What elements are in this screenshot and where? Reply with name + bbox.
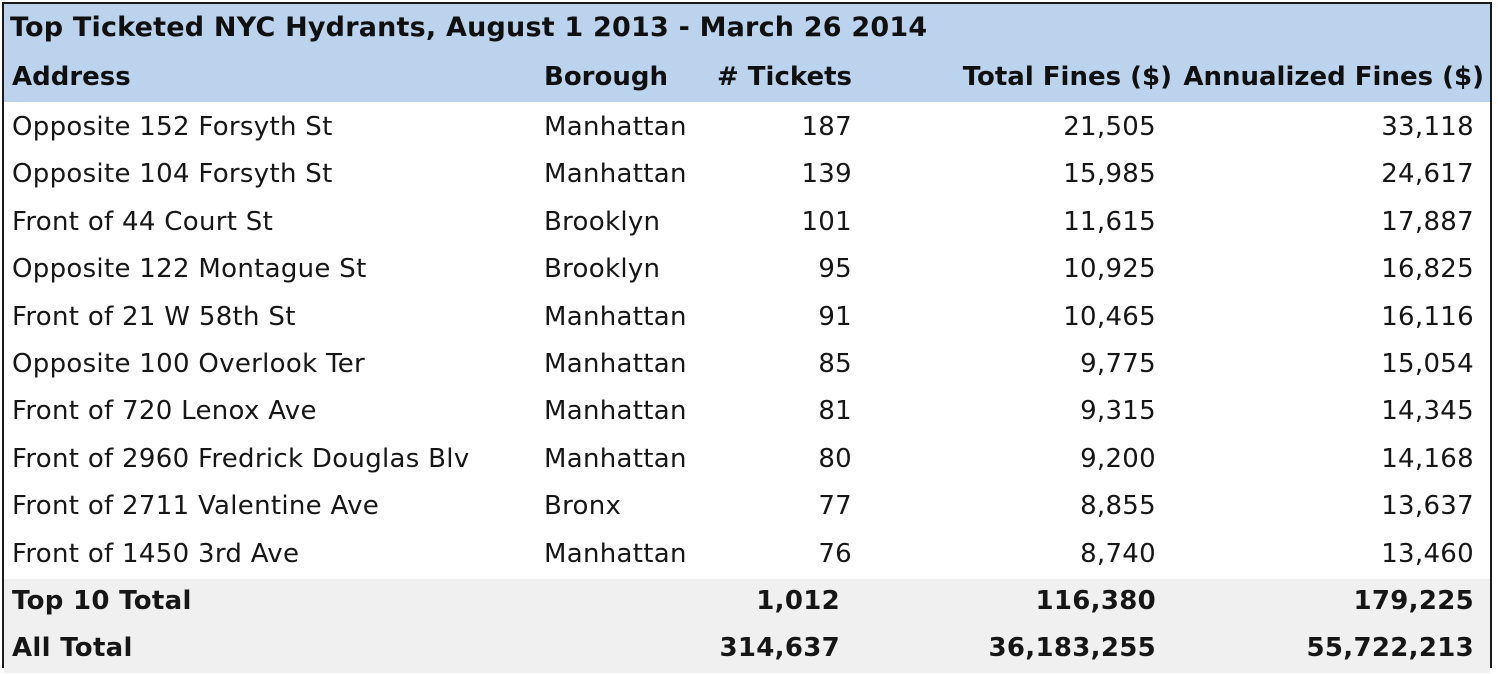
table-row: Opposite 122 Montague St Brooklyn 95 10,925… [4,247,1490,294]
column-header-tickets: # Tickets [716,62,852,92]
table-header-band: Top Ticketed NYC Hydrants, August 1 2013… [4,4,1490,102]
borough-cell: Brooklyn [544,206,661,237]
total-row: All Total 314,637 36,183,255 55,722,213 [4,626,1490,674]
annualized-fines-cell: 33,118 [1381,112,1474,142]
address-cell: Opposite 100 Overlook Ter [12,349,366,379]
tickets-cell: 187 [801,112,852,142]
table-row: Front of 21 W 58th St Manhattan 91 10,465 16… [4,295,1490,342]
table-title: Top Ticketed NYC Hydrants, August 1 2013… [10,12,928,43]
borough-cell: Manhattan [544,301,687,332]
address-cell: Front of 1450 3rd Ave [12,538,300,569]
borough-cell: Manhattan [544,443,687,474]
borough-cell: Manhattan [544,349,687,379]
column-header-address: Address [12,62,131,92]
borough-cell: Manhattan [544,112,687,142]
address-cell: Opposite 152 Forsyth St [12,112,333,142]
column-header-annualized-fines: Annualized Fines ($) [1183,62,1484,92]
annualized-fines-cell: 16,116 [1381,301,1474,332]
borough-cell: Manhattan [544,159,687,190]
table-row: Opposite 152 Forsyth St Manhattan 187 21,50… [4,105,1490,152]
column-header-borough: Borough [544,62,668,92]
total-fines-cell: 15,985 [1063,159,1156,190]
total-tickets-cell: 1,012 [756,586,840,616]
total-fines-cell: 8,740 [1080,538,1156,569]
total-fines-cell: 8,855 [1080,491,1156,522]
borough-cell: Manhattan [544,396,687,427]
address-cell: Front of 2960 Fredrick Douglas Blv [12,443,470,474]
annualized-fines-cell: 24,617 [1381,159,1474,190]
annualized-fines-cell: 15,054 [1381,349,1474,379]
tickets-cell: 91 [818,301,852,332]
tickets-cell: 81 [818,396,852,427]
annualized-fines-cell: 14,345 [1381,396,1474,427]
annualized-fines-cell: 13,460 [1381,538,1474,569]
address-cell: Front of 2711 Valentine Ave [12,491,380,522]
borough-cell: Bronx [544,491,622,522]
tickets-cell: 77 [818,491,852,522]
table-row: Front of 44 Court St Brooklyn 101 11,615 17,… [4,200,1490,247]
tickets-cell: 85 [818,349,852,379]
table-row: Front of 720 Lenox Ave Manhattan 81 9,315 14… [4,389,1490,436]
address-cell: Front of 44 Court St [12,206,274,237]
table-row: Front of 2960 Fredrick Douglas Blv Manhat… [4,437,1490,484]
column-header-total-fines: Total Fines ($) [962,62,1172,92]
table-row: Opposite 100 Overlook Ter Manhattan 85 9,77… [4,342,1490,389]
annualized-fines-cell: 13,637 [1381,491,1474,522]
address-cell: Opposite 122 Montague St [12,254,367,285]
address-cell: Front of 720 Lenox Ave [12,396,317,427]
total-annualized-cell: 55,722,213 [1306,633,1474,664]
total-fines-cell: 10,925 [1063,254,1156,285]
annualized-fines-cell: 17,887 [1381,206,1474,237]
total-fines-cell: 21,505 [1063,112,1156,142]
annualized-fines-cell: 14,168 [1381,443,1474,474]
table-row: Front of 2711 Valentine Ave Bronx 77 8,855 1… [4,484,1490,531]
borough-cell: Manhattan [544,538,687,569]
tickets-cell: 139 [801,159,852,190]
total-fines-cell: 9,200 [1080,443,1156,474]
annualized-fines-cell: 16,825 [1381,254,1474,285]
borough-cell: Brooklyn [544,254,661,285]
tickets-cell: 80 [818,443,852,474]
tickets-cell: 76 [818,538,852,569]
total-row: Top 10 Total 1,012 116,380 179,225 [4,579,1490,626]
total-fines-sum-cell: 116,380 [1035,586,1156,616]
table-row: Front of 1450 3rd Ave Manhattan 76 8,740 13,… [4,532,1490,579]
total-fines-cell: 11,615 [1063,206,1156,237]
tickets-cell: 101 [801,206,852,237]
total-fines-cell: 9,775 [1080,349,1156,379]
table-row: Opposite 104 Forsyth St Manhattan 139 15,98… [4,152,1490,199]
address-cell: Front of 21 W 58th St [12,301,296,332]
total-annualized-cell: 179,225 [1353,586,1474,616]
total-tickets-cell: 314,637 [719,633,840,664]
total-label: All Total [12,633,133,664]
tickets-cell: 95 [818,254,852,285]
total-fines-cell: 9,315 [1080,396,1156,427]
total-fines-cell: 10,465 [1063,301,1156,332]
total-fines-sum-cell: 36,183,255 [988,633,1156,664]
address-cell: Opposite 104 Forsyth St [12,159,333,190]
total-label: Top 10 Total [12,586,192,616]
